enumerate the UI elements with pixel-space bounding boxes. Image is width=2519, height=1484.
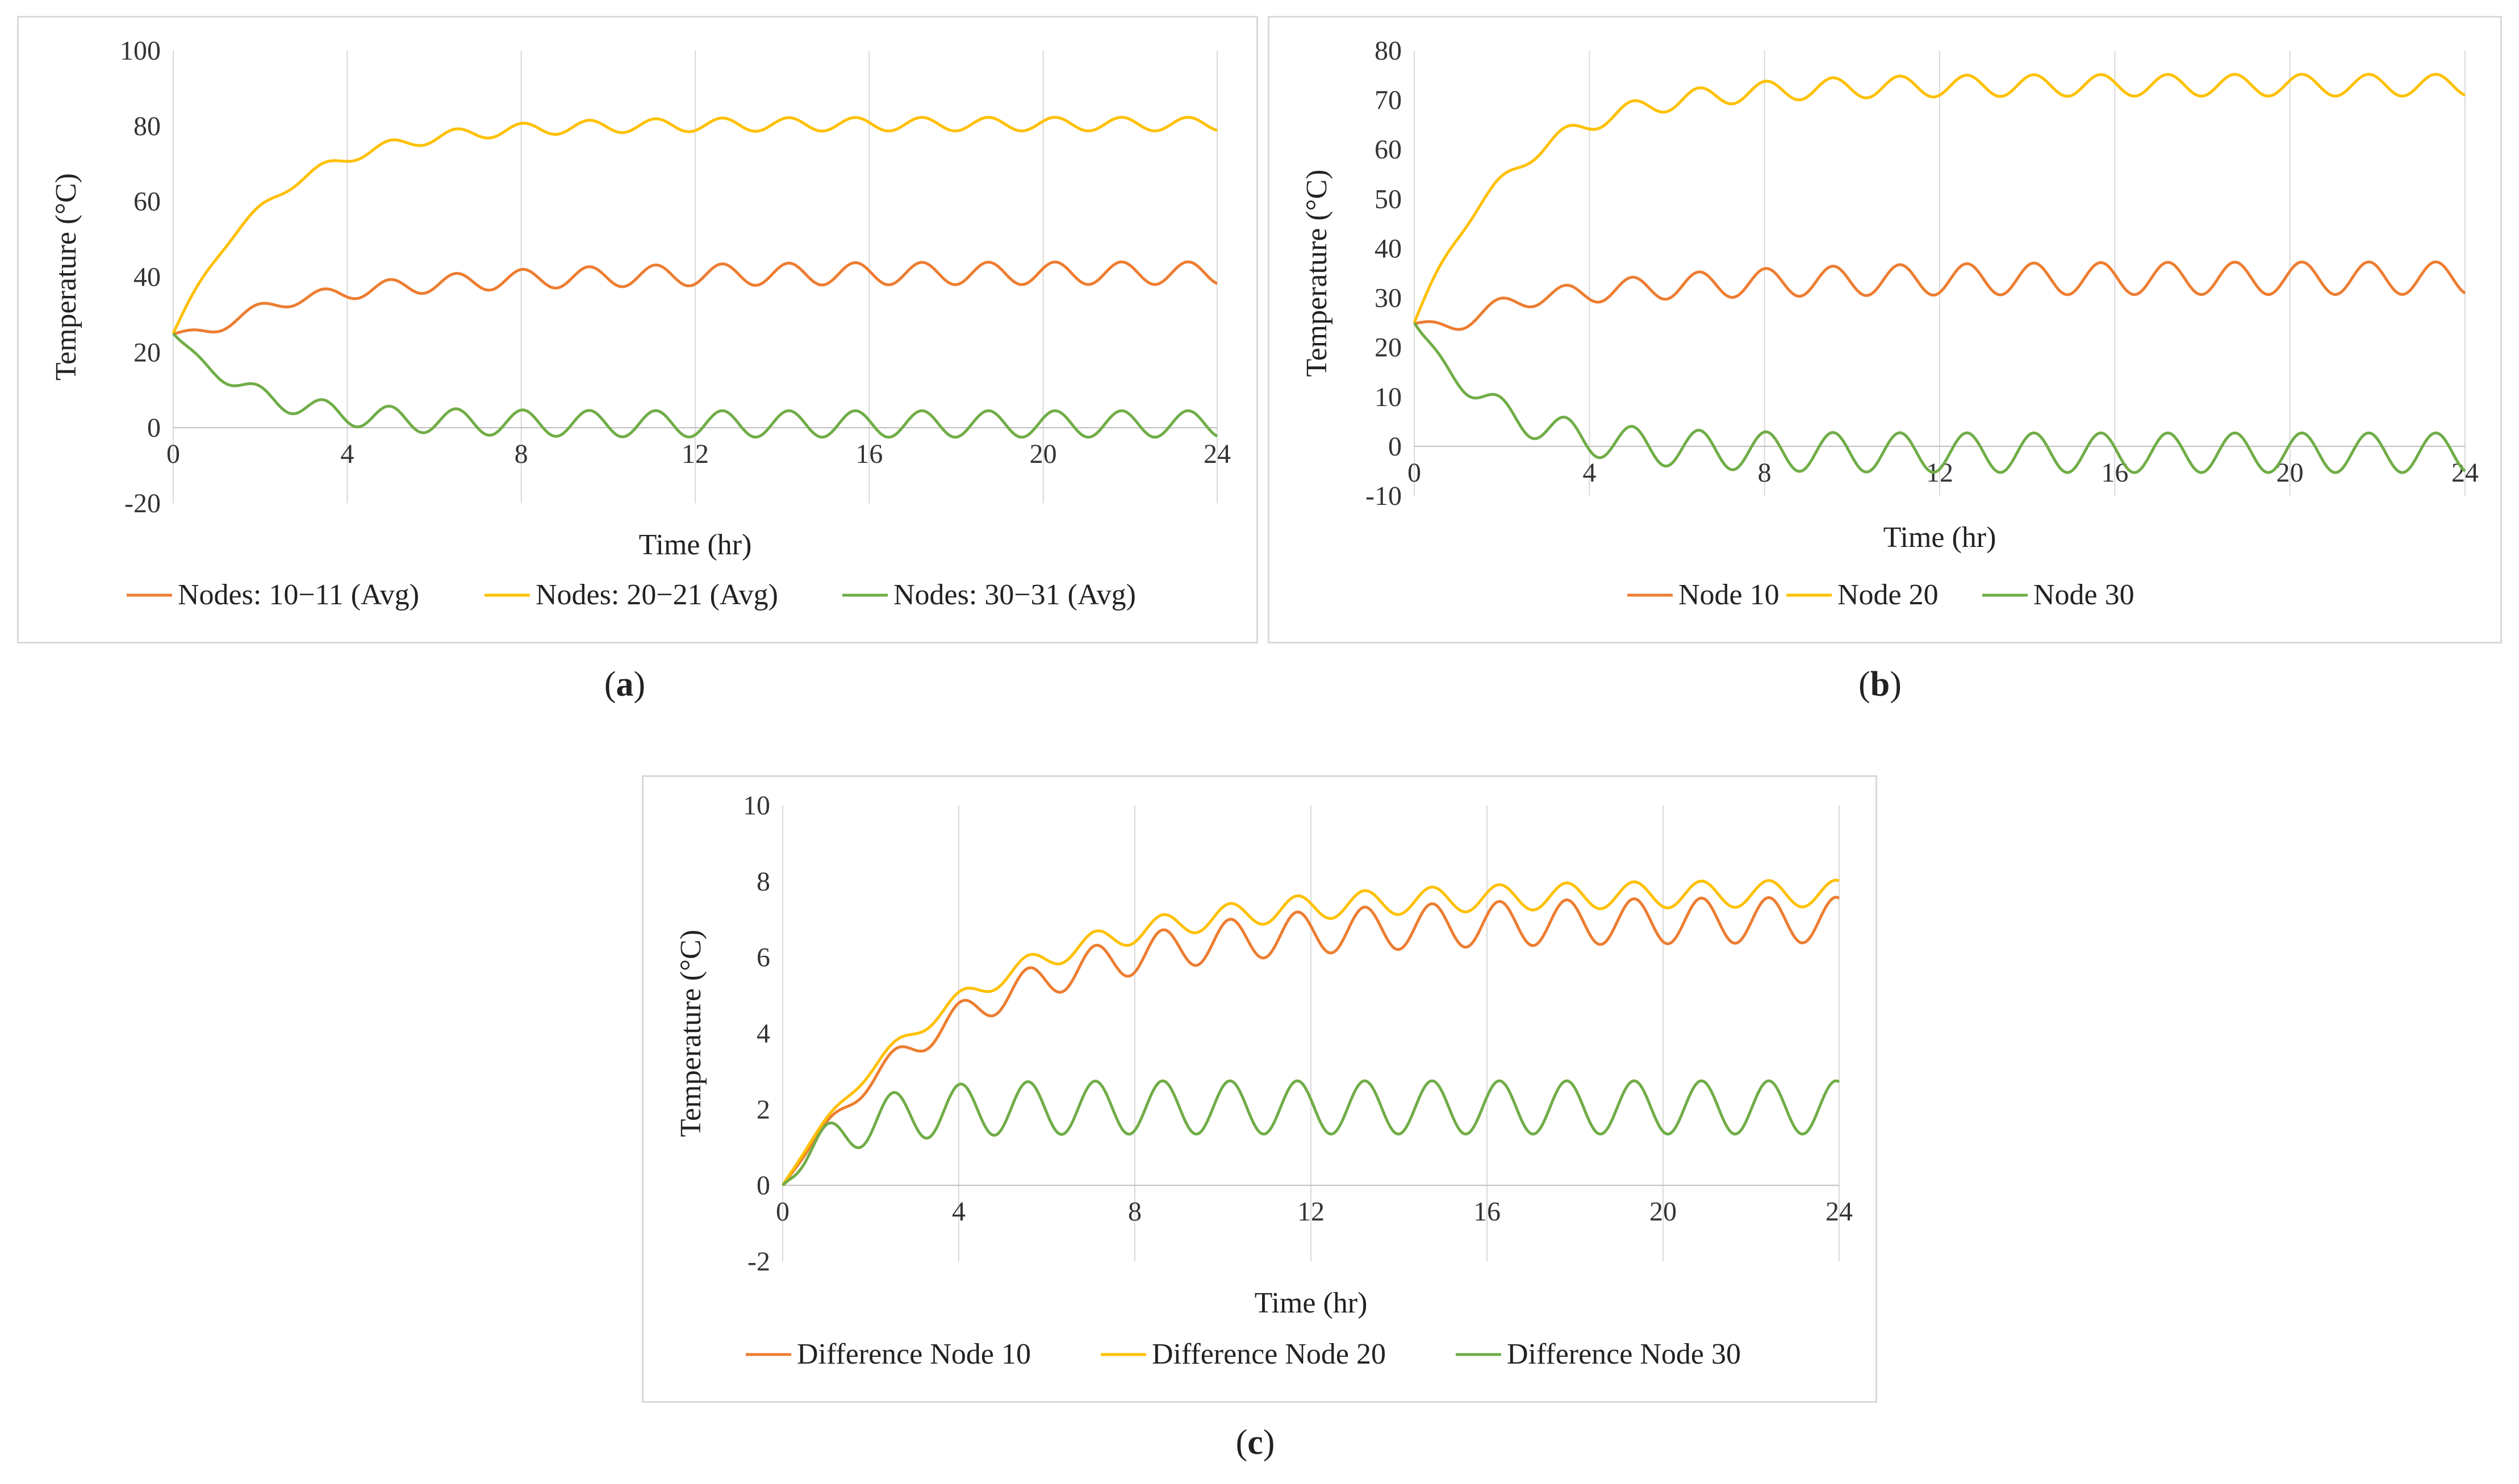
y-tick-label: -2: [747, 1247, 770, 1277]
y-tick-label: 0: [147, 413, 161, 443]
caption-a: (a): [604, 665, 646, 704]
series-line-3: [1413, 321, 2466, 474]
x-tick-label: 20: [1030, 439, 1057, 469]
legend-label-1: Difference Node 10: [797, 1338, 1031, 1370]
legend-label-2: Difference Node 20: [1152, 1338, 1386, 1370]
x-axis-title: Time (hr): [1255, 1287, 1368, 1319]
series-line-1: [173, 260, 1218, 336]
y-tick-label: 100: [120, 36, 161, 66]
y-tick-label: 20: [133, 337, 161, 367]
legend-label-1: Node 10: [1678, 579, 1779, 611]
y-tick-label: 30: [1375, 283, 1402, 313]
x-axis-title: Time (hr): [1883, 521, 1996, 554]
series-line-2: [172, 116, 1218, 335]
y-tick-label: 0: [1388, 432, 1402, 462]
y-tick-label: 60: [1375, 135, 1402, 165]
x-tick-label: 12: [1297, 1197, 1325, 1227]
y-tick-label: 8: [757, 867, 770, 897]
x-tick-label: 4: [952, 1197, 966, 1227]
series-line-2: [781, 879, 1840, 1186]
y-tick-label: 2: [757, 1094, 770, 1125]
legend-label-3: Node 30: [2033, 579, 2134, 611]
chart-panel-c: -2 0 2 4 6 8 10 0 4 8 12 16 20 24 Time (hr) Temperature…: [642, 775, 1877, 1403]
y-tick-label: 0: [757, 1171, 770, 1201]
y-tick-label: 40: [133, 262, 161, 292]
x-tick-label: 8: [515, 439, 528, 469]
y-tick-label: 80: [1375, 36, 1402, 66]
y-tick-label: -10: [1365, 481, 1402, 511]
x-tick-label: 16: [1473, 1197, 1501, 1227]
y-tick-label: 6: [757, 943, 770, 973]
series-line-3: [172, 332, 1218, 439]
series-line-1: [1414, 260, 2466, 331]
x-tick-label: 0: [166, 439, 180, 469]
y-tick-label: 80: [133, 111, 161, 141]
series-line-3: [782, 1079, 1840, 1186]
y-tick-label: 10: [1375, 382, 1402, 412]
y-tick-label: 4: [757, 1019, 770, 1049]
x-tick-label: 24: [1204, 439, 1231, 469]
x-tick-label: 16: [855, 439, 883, 469]
chart-panel-a: -20 0 20 40 60 80 100 0 4 8 12 16 20 24 Time (hr) Tempe…: [17, 16, 1258, 643]
x-tick-label: 4: [340, 439, 354, 469]
y-tick-label: 60: [133, 187, 161, 217]
y-tick-label: 70: [1375, 85, 1402, 115]
x-tick-label: 24: [2451, 458, 2479, 488]
x-tick-label: 8: [1758, 458, 1772, 488]
y-axis-title: Temperature (°C): [1301, 169, 1333, 377]
legend-label-3: Difference Node 30: [1507, 1338, 1741, 1370]
caption-b: (b): [1858, 665, 1902, 704]
legend-label-1: Nodes: 10−11 (Avg): [178, 579, 419, 611]
x-tick-label: 4: [1582, 458, 1596, 488]
caption-c: (c): [1235, 1423, 1275, 1462]
y-axis-title: Temperature (°C): [50, 173, 82, 381]
x-tick-label: 0: [1407, 458, 1421, 488]
series-line-2: [1413, 73, 2466, 324]
series-line-1: [781, 896, 1840, 1186]
x-tick-label: 8: [1128, 1197, 1142, 1227]
y-tick-label: 50: [1375, 184, 1402, 214]
legend-label-3: Nodes: 30−31 (Avg): [893, 579, 1136, 611]
chart-panel-b: -10 0 10 20 30 40 50 60 70 80 0 4 8 12 16 20 24 Time (hr)…: [1268, 16, 2502, 643]
y-tick-label: -20: [124, 488, 161, 519]
x-tick-label: 12: [682, 439, 709, 469]
x-tick-label: 0: [776, 1197, 789, 1227]
legend-label-2: Nodes: 20−21 (Avg): [536, 579, 778, 611]
y-tick-label: 40: [1375, 233, 1402, 264]
y-tick-label: 20: [1375, 333, 1402, 363]
y-tick-label: 10: [743, 791, 770, 821]
y-axis-title: Temperature (°C): [675, 930, 707, 1137]
x-axis-title: Time (hr): [639, 529, 752, 561]
x-tick-label: 24: [1825, 1197, 1853, 1227]
legend-label-2: Node 20: [1837, 579, 1939, 611]
x-tick-label: 20: [1649, 1197, 1677, 1227]
